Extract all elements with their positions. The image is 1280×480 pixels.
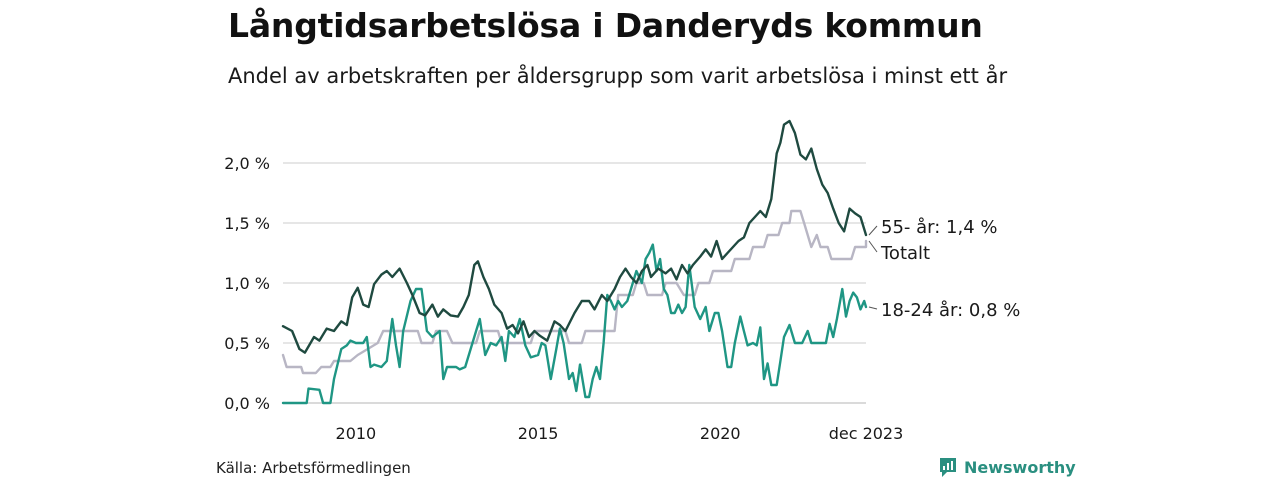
series-line-0 bbox=[281, 119, 868, 354]
label-connector-0 bbox=[868, 225, 878, 236]
chart-subtitle: Andel av arbetskraften per åldersgrupp s… bbox=[228, 64, 1008, 88]
series-labels: 55- år: 1,4 % Totalt 18-24 år: 0,8 % bbox=[868, 217, 1020, 321]
y-grid bbox=[283, 162, 866, 404]
y-tick-label: 1,0 % bbox=[224, 274, 270, 293]
series-label: Totalt bbox=[880, 243, 930, 264]
chart-title: Långtidsarbetslösa i Danderyds kommun bbox=[228, 6, 983, 45]
brand-logo: Newsworthy bbox=[938, 456, 1076, 478]
y-tick-label: 2,0 % bbox=[224, 154, 270, 173]
y-tick-label: 0,5 % bbox=[224, 334, 270, 353]
newsworthy-icon bbox=[940, 458, 956, 477]
label-connector-2 bbox=[868, 306, 878, 310]
series-line-1 bbox=[281, 209, 868, 375]
x-axis-ticks: 2010 2015 2020 dec 2023 bbox=[336, 424, 904, 443]
y-tick-label: 0,0 % bbox=[224, 394, 270, 413]
label-connector-1 bbox=[868, 240, 878, 253]
series-lines bbox=[281, 119, 868, 405]
x-tick-label: dec 2023 bbox=[829, 424, 904, 443]
series-label: 18-24 år: 0,8 % bbox=[881, 300, 1020, 321]
series-label: 55- år: 1,4 % bbox=[881, 217, 997, 238]
y-axis-ticks: 0,0 % 0,5 % 1,0 % 1,5 % 2,0 % bbox=[224, 154, 270, 413]
x-tick-label: 2010 bbox=[336, 424, 377, 443]
x-tick-label: 2015 bbox=[518, 424, 559, 443]
y-tick-label: 1,5 % bbox=[224, 214, 270, 233]
brand-name: Newsworthy bbox=[964, 457, 1076, 477]
source-note: Källa: Arbetsförmedlingen bbox=[216, 459, 411, 477]
x-tick-label: 2020 bbox=[700, 424, 741, 443]
series-line-2 bbox=[281, 243, 868, 405]
